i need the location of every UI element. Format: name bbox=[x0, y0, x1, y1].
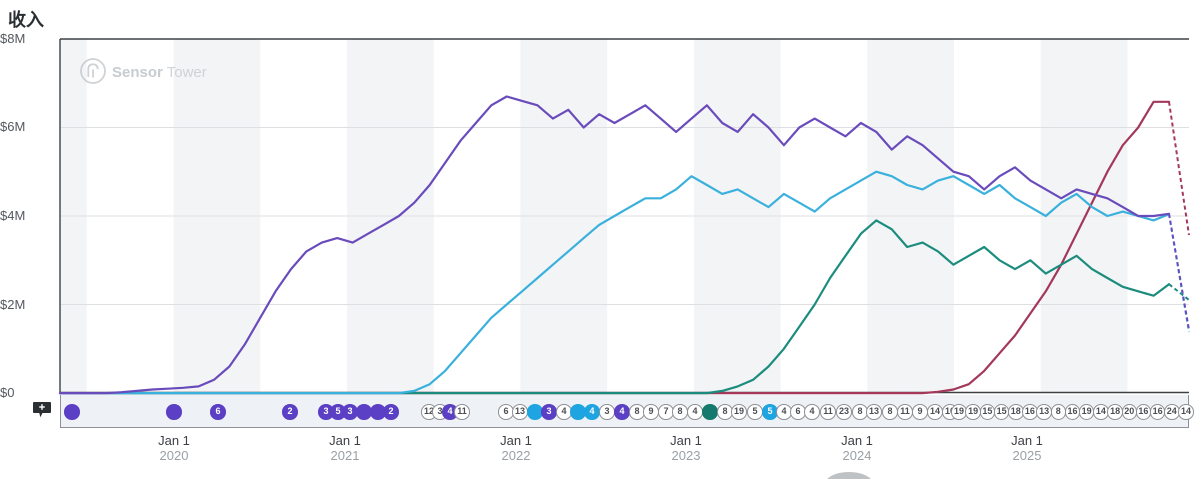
svg-text:Sensor Tower: Sensor Tower bbox=[112, 64, 207, 81]
